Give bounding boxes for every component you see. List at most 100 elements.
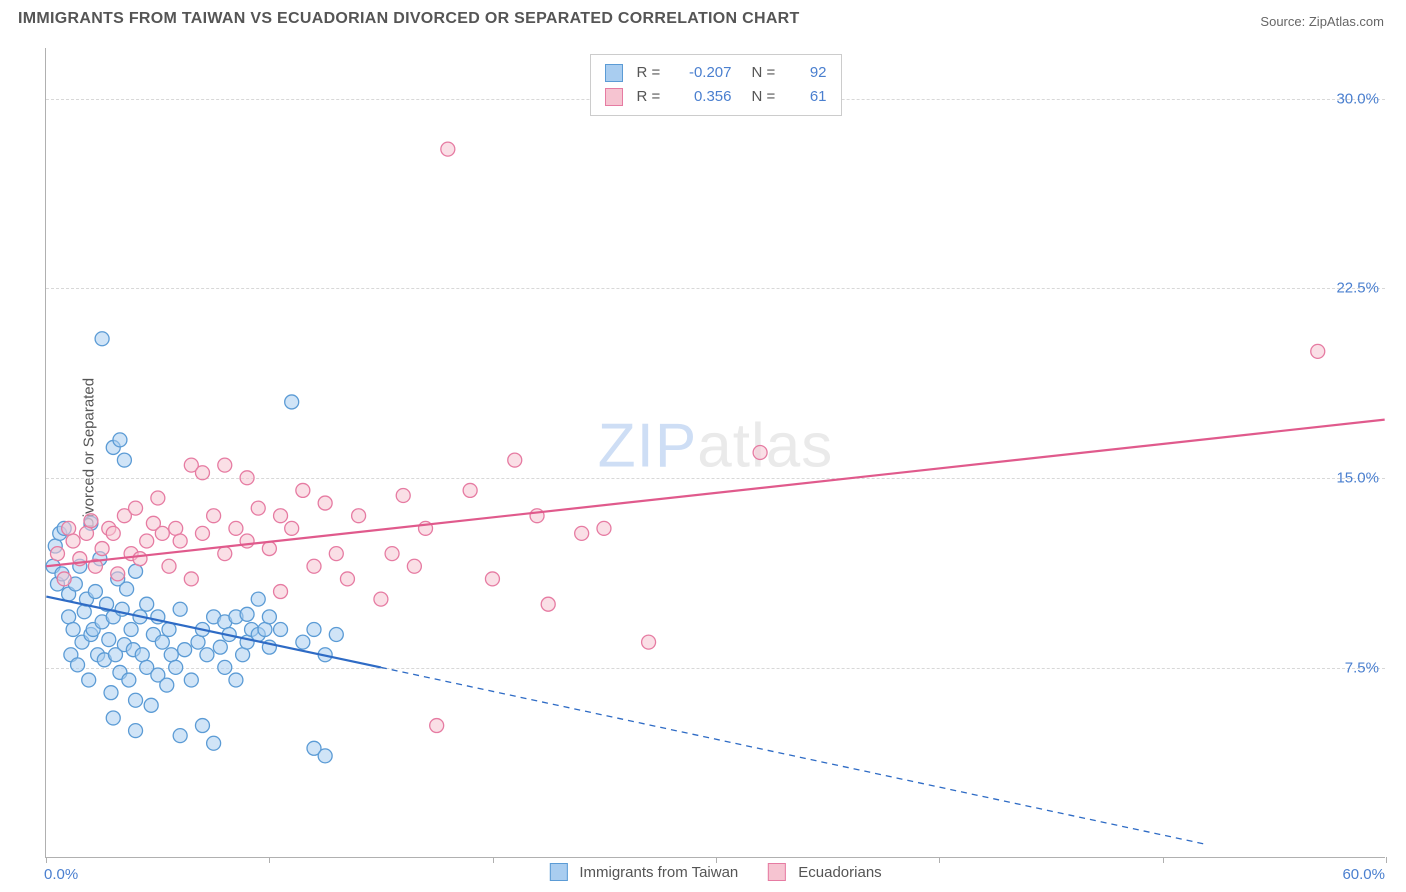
scatter-point	[155, 526, 169, 540]
scatter-point	[62, 610, 76, 624]
scatter-point	[169, 521, 183, 535]
x-axis-max-label: 60.0%	[1342, 866, 1385, 883]
scatter-point	[122, 673, 136, 687]
scatter-point	[111, 567, 125, 581]
scatter-point	[169, 660, 183, 674]
r-label: R =	[637, 85, 667, 109]
regression-line	[46, 420, 1384, 567]
scatter-point	[262, 542, 276, 556]
n-label: N =	[752, 85, 782, 109]
legend-item: Ecuadorians	[768, 863, 881, 881]
scatter-point	[251, 501, 265, 515]
scatter-point	[240, 607, 254, 621]
scatter-point	[575, 526, 589, 540]
scatter-point	[88, 585, 102, 599]
scatter-point	[140, 597, 154, 611]
scatter-point	[124, 622, 138, 636]
stats-legend-box: R =-0.207N =92R =0.356N =61	[590, 54, 842, 116]
scatter-point	[753, 446, 767, 460]
legend-swatch	[549, 863, 567, 881]
scatter-point	[66, 534, 80, 548]
scatter-point	[95, 332, 109, 346]
scatter-point	[113, 433, 127, 447]
scatter-point	[95, 542, 109, 556]
scatter-point	[140, 534, 154, 548]
scatter-point	[329, 628, 343, 642]
scatter-point	[50, 547, 64, 561]
scatter-point	[129, 724, 143, 738]
scatter-point	[151, 491, 165, 505]
scatter-point	[144, 698, 158, 712]
scatter-point	[229, 673, 243, 687]
scatter-point	[79, 526, 93, 540]
legend-label: Ecuadorians	[798, 864, 881, 881]
scatter-point	[430, 719, 444, 733]
scatter-point	[160, 678, 174, 692]
legend-swatch	[605, 88, 623, 106]
scatter-point	[508, 453, 522, 467]
scatter-point	[82, 673, 96, 687]
scatter-point	[178, 643, 192, 657]
scatter-point	[274, 622, 288, 636]
scatter-point	[62, 521, 76, 535]
scatter-point	[129, 564, 143, 578]
scatter-point	[218, 547, 232, 561]
scatter-point	[236, 648, 250, 662]
x-tick	[939, 857, 940, 863]
n-value: 92	[792, 61, 827, 85]
scatter-point	[307, 559, 321, 573]
x-tick	[493, 857, 494, 863]
scatter-point	[106, 526, 120, 540]
regression-line-extrapolated	[381, 667, 1206, 844]
scatter-point	[84, 514, 98, 528]
stats-row: R =-0.207N =92	[605, 61, 827, 85]
scatter-point	[173, 602, 187, 616]
scatter-point	[285, 395, 299, 409]
source-attribution: Source: ZipAtlas.com	[1260, 14, 1384, 29]
scatter-point	[541, 597, 555, 611]
scatter-point	[77, 605, 91, 619]
scatter-point	[396, 488, 410, 502]
scatter-point	[240, 471, 254, 485]
scatter-point	[307, 622, 321, 636]
scatter-point	[441, 142, 455, 156]
scatter-point	[195, 719, 209, 733]
legend-swatch	[768, 863, 786, 881]
scatter-point	[318, 496, 332, 510]
scatter-point	[274, 585, 288, 599]
x-tick	[269, 857, 270, 863]
scatter-point	[191, 635, 205, 649]
stats-row: R =0.356N =61	[605, 85, 827, 109]
scatter-point	[251, 592, 265, 606]
scatter-point	[71, 658, 85, 672]
x-tick	[1163, 857, 1164, 863]
scatter-point	[218, 458, 232, 472]
scatter-point	[57, 572, 71, 586]
scatter-svg	[46, 48, 1385, 857]
scatter-point	[463, 483, 477, 497]
scatter-point	[329, 547, 343, 561]
scatter-point	[133, 552, 147, 566]
scatter-point	[155, 635, 169, 649]
scatter-point	[66, 622, 80, 636]
chart-plot-area: Divorced or Separated ZIPatlas 7.5%15.0%…	[45, 48, 1385, 858]
scatter-point	[485, 572, 499, 586]
scatter-point	[120, 582, 134, 596]
scatter-point	[642, 635, 656, 649]
scatter-point	[184, 572, 198, 586]
legend-swatch	[605, 64, 623, 82]
scatter-point	[229, 521, 243, 535]
scatter-point	[164, 648, 178, 662]
legend-label: Immigrants from Taiwan	[579, 864, 738, 881]
x-tick	[1386, 857, 1387, 863]
scatter-point	[135, 648, 149, 662]
scatter-point	[200, 648, 214, 662]
scatter-point	[597, 521, 611, 535]
scatter-point	[318, 749, 332, 763]
bottom-legend: Immigrants from Taiwan Ecuadorians	[549, 863, 881, 881]
scatter-point	[104, 686, 118, 700]
scatter-point	[207, 509, 221, 523]
scatter-point	[102, 633, 116, 647]
r-label: R =	[637, 61, 667, 85]
r-value: 0.356	[677, 85, 732, 109]
